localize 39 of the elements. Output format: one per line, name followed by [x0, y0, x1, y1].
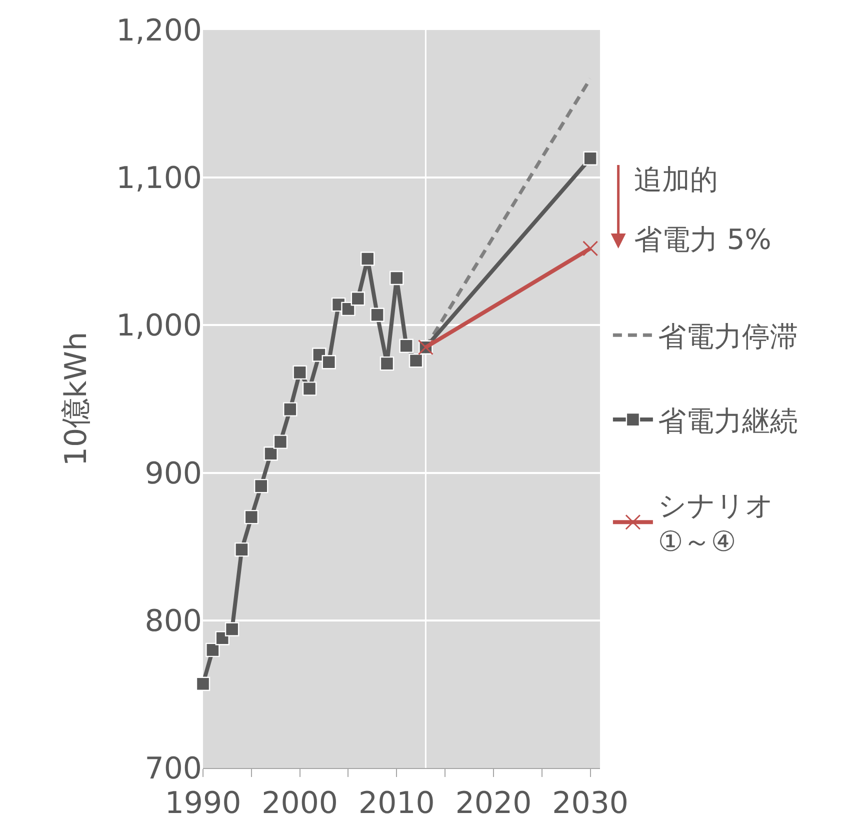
point	[380, 356, 394, 371]
legend-label: シナリオ ①～④	[658, 488, 774, 558]
point	[408, 354, 424, 368]
point	[234, 542, 249, 557]
legend-label: 省電力停滞	[658, 320, 798, 354]
y-tick-label: 1,200	[116, 14, 202, 48]
point	[583, 151, 598, 166]
legend-label: 省電力継続	[658, 404, 798, 438]
y-tick-label: 900	[144, 456, 202, 492]
y-tick-label: 1,100	[116, 161, 202, 196]
point	[390, 270, 404, 286]
point	[360, 252, 375, 266]
point	[254, 478, 268, 494]
point	[341, 302, 356, 316]
x-tick-label: 2010	[358, 786, 435, 821]
y-tick-label: 700	[144, 752, 202, 786]
y-tick-label: 1,000	[116, 308, 202, 344]
point	[292, 365, 307, 380]
point	[224, 622, 240, 636]
point	[302, 382, 317, 396]
point	[582, 240, 598, 256]
x-tick-label: 2000	[262, 786, 338, 821]
annotation: 追加的	[634, 163, 718, 196]
point	[370, 308, 384, 322]
point	[273, 434, 288, 449]
x-tick-label: 2030	[552, 786, 628, 821]
y-axis-title: 10億kWh	[59, 332, 94, 466]
point	[322, 355, 336, 370]
y-tick-label: 800	[144, 604, 202, 639]
annotation: 省電力 5%	[634, 223, 772, 256]
point	[196, 676, 210, 691]
x-tick-label: 1990	[164, 786, 242, 821]
point	[264, 446, 278, 461]
point	[206, 642, 220, 658]
point	[244, 510, 259, 524]
x-tick-label: 2020	[455, 786, 532, 821]
point	[283, 402, 298, 416]
point	[350, 292, 366, 306]
point	[399, 338, 414, 353]
